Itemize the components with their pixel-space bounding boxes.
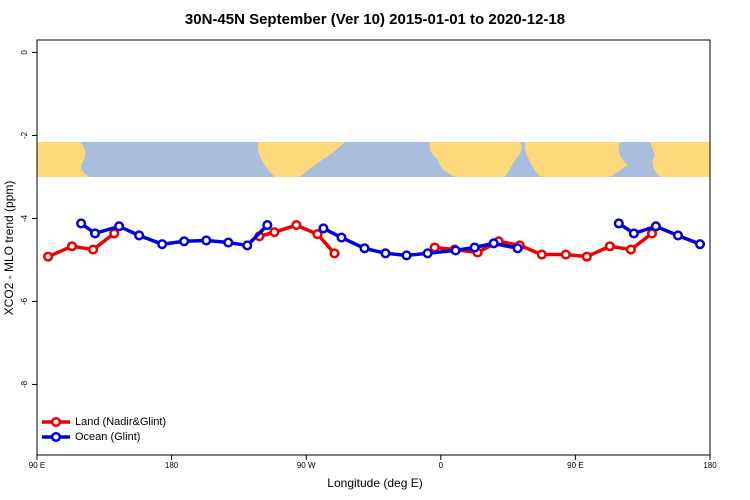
- series-point: [672, 230, 684, 241]
- series-point: [488, 238, 499, 249]
- x-axis-label: Longitude (deg E): [327, 476, 422, 490]
- series-point: [536, 249, 547, 260]
- series-point: [66, 241, 78, 252]
- series-point: [134, 230, 145, 241]
- series-line: [322, 226, 519, 258]
- series-point: [469, 242, 480, 253]
- y-tick-label: -8: [20, 380, 29, 388]
- y-tick-label: 0: [20, 50, 29, 55]
- series-point: [242, 240, 253, 251]
- y-tick-label: -6: [20, 297, 29, 305]
- series-point: [604, 241, 615, 252]
- series-point: [650, 221, 661, 232]
- x-tick-label: 90 E: [567, 461, 583, 470]
- series-point: [581, 251, 592, 262]
- legend-label: Land (Nadir&Glint): [75, 416, 166, 428]
- series-point: [201, 235, 212, 246]
- series-point: [312, 229, 323, 240]
- series-point: [359, 243, 370, 254]
- plot-box: [36, 39, 711, 456]
- series-point: [157, 239, 168, 250]
- series-point: [429, 242, 440, 253]
- series-point: [114, 221, 125, 232]
- series-point: [318, 223, 329, 234]
- series-point: [450, 245, 461, 256]
- series-point: [646, 228, 658, 239]
- y-axis-label: XCO2 - MLO trend (ppm): [2, 181, 16, 316]
- x-tick-label: 0: [439, 461, 444, 470]
- series-point: [179, 236, 190, 247]
- x-tick-label: 90 E: [29, 461, 45, 470]
- series-point: [76, 218, 87, 229]
- legend-marker: [50, 431, 62, 443]
- map-strip: [37, 142, 710, 177]
- series-point: [694, 239, 706, 250]
- legend-label: Ocean (Glint): [75, 431, 140, 443]
- series-point: [269, 227, 280, 238]
- series-point: [88, 244, 99, 255]
- series-point: [625, 244, 636, 255]
- series-point: [560, 249, 571, 260]
- series-point: [43, 251, 54, 262]
- legend-marker: [50, 416, 62, 428]
- x-tick-label: 180: [703, 461, 717, 470]
- x-tick-label: 180: [165, 461, 179, 470]
- y-tick-label: -2: [20, 131, 29, 139]
- series-point: [329, 248, 340, 259]
- series-point: [336, 232, 347, 243]
- series-point: [628, 228, 639, 239]
- series-point: [89, 228, 101, 239]
- series-line: [80, 222, 269, 248]
- series-point: [223, 237, 234, 248]
- x-tick-label: 90 W: [297, 461, 316, 470]
- series-point: [291, 220, 302, 231]
- chart-title: 30N-45N September (Ver 10) 2015-01-01 to…: [185, 11, 565, 28]
- series-point: [613, 218, 624, 229]
- series-point: [401, 250, 412, 261]
- series-point: [422, 248, 433, 259]
- y-tick-label: -4: [20, 214, 29, 222]
- series-line: [47, 232, 116, 259]
- series-point: [512, 243, 523, 254]
- series-point: [262, 220, 273, 231]
- series-point: [380, 248, 391, 259]
